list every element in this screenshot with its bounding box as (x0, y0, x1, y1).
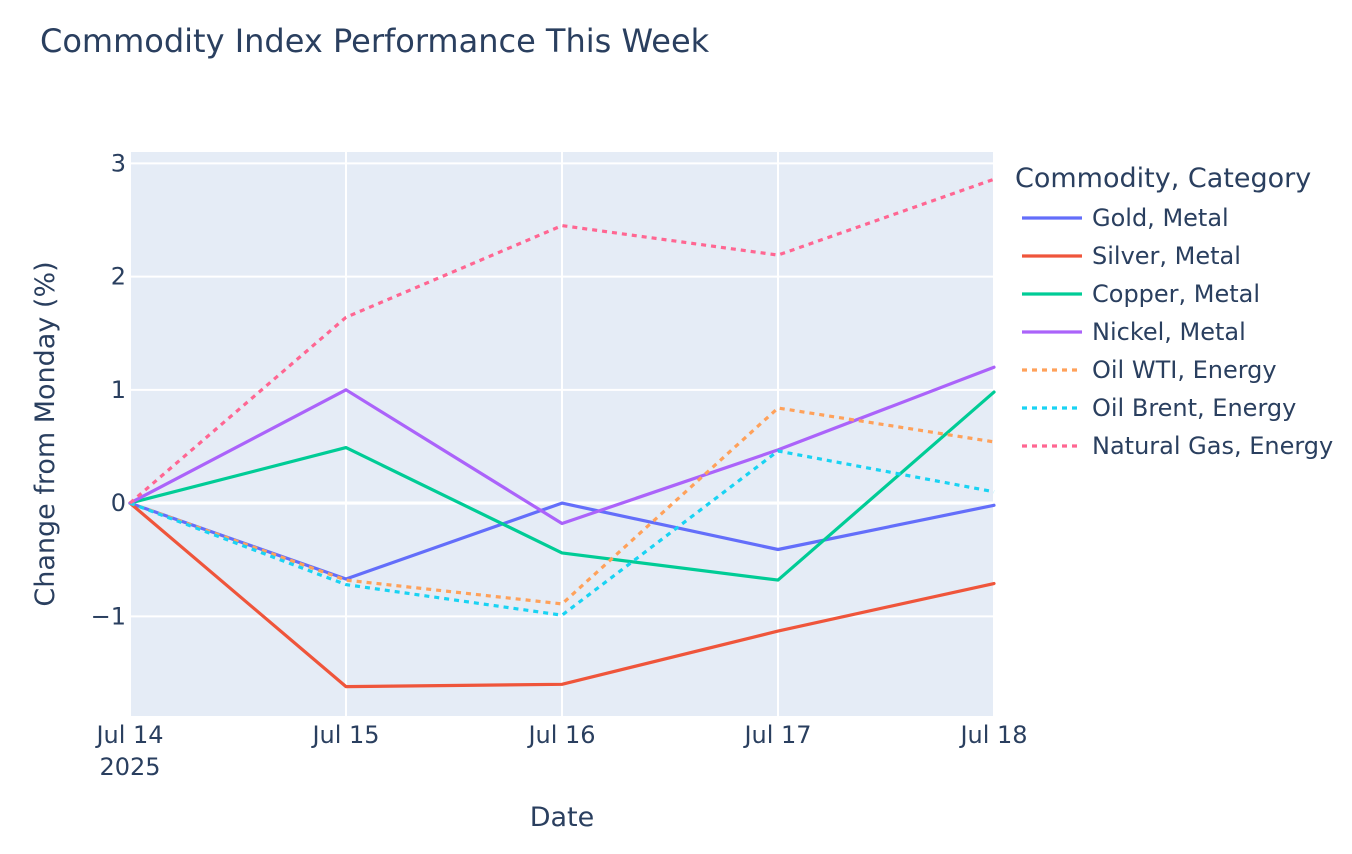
y-tick-label: 0 (111, 489, 126, 517)
x-axis-ticks: Jul 14 2025 Jul 15 Jul 16 Jul 17 Jul 18 (94, 721, 1027, 781)
x-tick-label: Jul 14 (94, 721, 163, 749)
legend-item-oil-wti-energy[interactable]: Oil WTI, Energy (1022, 356, 1277, 384)
y-tick-label: −1 (91, 602, 126, 630)
legend-item-gold-metal[interactable]: Gold, Metal (1022, 204, 1229, 232)
legend-label: Copper, Metal (1092, 280, 1260, 308)
y-tick-label: 2 (111, 263, 126, 291)
x-tick-year-label: 2025 (99, 753, 160, 781)
legend-item-oil-brent-energy[interactable]: Oil Brent, Energy (1022, 394, 1296, 422)
y-axis-title: Change from Monday (%) (30, 261, 61, 606)
series-line-silver-metal (128, 501, 996, 689)
y-tick-label: 3 (111, 149, 126, 177)
grid-layer (129, 152, 995, 716)
series-line-nickel-metal (128, 365, 996, 526)
x-tick-label: Jul 16 (526, 721, 595, 749)
legend-item-nickel-metal[interactable]: Nickel, Metal (1022, 318, 1246, 346)
y-tick-label: 1 (111, 376, 126, 404)
legend-items: Gold, Metal Silver, Metal Copper, Metal Nic… (1022, 204, 1333, 460)
x-tick-label: Jul 15 (310, 721, 379, 749)
series-line-oil-brent-energy (129, 449, 995, 617)
series-line-copper-metal (128, 390, 996, 582)
legend-item-silver-metal[interactable]: Silver, Metal (1022, 242, 1241, 270)
chart-title: Commodity Index Performance This Week (40, 22, 710, 60)
legend-label: Silver, Metal (1092, 242, 1241, 270)
legend-item-natural-gas-energy[interactable]: Natural Gas, Energy (1022, 432, 1333, 460)
x-tick-label: Jul 18 (958, 721, 1027, 749)
series-line-oil-wti-energy (129, 406, 995, 606)
legend-label: Natural Gas, Energy (1092, 432, 1333, 460)
legend-title: Commodity, Category (1015, 163, 1311, 194)
legend-label: Oil WTI, Energy (1092, 356, 1277, 384)
series-line-natural-gas-energy (128, 177, 995, 505)
x-axis-title: Date (530, 802, 595, 833)
legend-label: Oil Brent, Energy (1092, 394, 1296, 422)
legend: Commodity, Category Gold, Metal Silver, M… (1015, 163, 1333, 460)
series-layer (128, 177, 996, 689)
y-axis-ticks: −1 0 1 2 3 (91, 149, 126, 630)
legend-item-copper-metal[interactable]: Copper, Metal (1022, 280, 1260, 308)
legend-label: Nickel, Metal (1092, 318, 1246, 346)
x-tick-label: Jul 17 (742, 721, 811, 749)
legend-label: Gold, Metal (1092, 204, 1229, 232)
